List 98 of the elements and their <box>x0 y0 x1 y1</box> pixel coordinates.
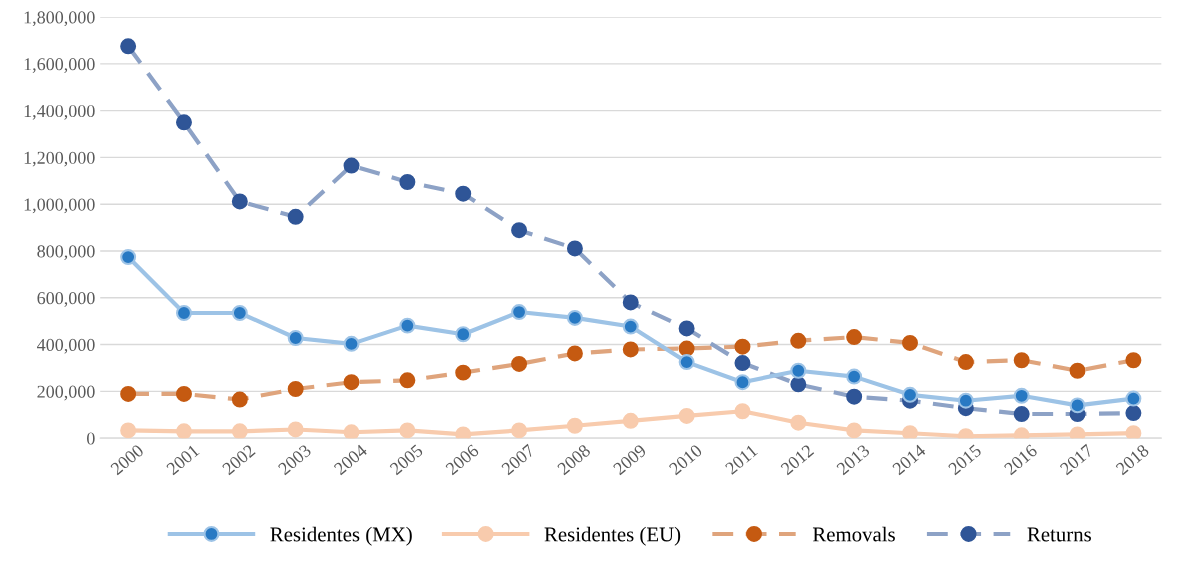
point <box>1069 362 1086 379</box>
point <box>120 385 137 402</box>
point <box>902 425 918 439</box>
point <box>120 38 137 55</box>
y-tick-label: 200,000 <box>37 385 95 401</box>
point <box>1125 390 1142 407</box>
point <box>455 364 472 381</box>
legend-label: Removals <box>812 526 895 542</box>
point <box>511 422 528 439</box>
legend-label: Residentes (EU) <box>544 526 681 546</box>
point <box>287 421 304 438</box>
point <box>622 341 639 358</box>
x-tick-label: 2013 <box>836 443 871 476</box>
point <box>1125 405 1142 422</box>
y-tick-label: 1,200,000 <box>24 151 95 167</box>
x-tick-label: 2011 <box>724 444 759 475</box>
point <box>399 317 416 334</box>
y-tick-label: 1,800,000 <box>24 11 95 27</box>
x-tick-label: 2014 <box>891 443 927 476</box>
point <box>343 424 360 439</box>
x-tick-label: 2002 <box>221 444 256 476</box>
y-tick-label: 0 <box>87 432 95 445</box>
x-tick-label: 2008 <box>556 443 592 476</box>
point <box>790 376 807 393</box>
point <box>1069 426 1086 439</box>
point <box>343 335 360 352</box>
point <box>846 329 863 346</box>
point <box>846 422 863 439</box>
point <box>566 240 583 257</box>
point <box>231 193 248 210</box>
y-tick-label: 1,000,000 <box>24 198 95 214</box>
x-tick-label: 2001 <box>165 444 200 476</box>
point <box>790 332 807 349</box>
point <box>399 422 416 439</box>
point <box>622 412 639 429</box>
point <box>678 320 695 337</box>
point <box>1069 397 1086 414</box>
point <box>734 374 751 391</box>
point <box>399 174 416 190</box>
point <box>622 294 639 311</box>
point <box>287 381 304 397</box>
point <box>343 374 360 391</box>
x-tick-label: 2003 <box>277 443 312 476</box>
point <box>455 326 472 343</box>
legend-label: Residentes (MX) <box>270 526 412 546</box>
point <box>902 334 918 351</box>
point <box>1013 352 1030 369</box>
point <box>957 354 974 371</box>
x-tick-label: 2004 <box>333 443 369 476</box>
point <box>1013 406 1030 423</box>
y-tick-label: 1,600,000 <box>24 58 95 73</box>
y-tick-label: 600,000 <box>37 292 95 307</box>
point <box>734 338 751 355</box>
point <box>176 385 192 402</box>
point <box>287 208 304 225</box>
point <box>734 403 751 420</box>
x-tick-label: 2009 <box>612 443 647 476</box>
point <box>511 222 528 239</box>
point <box>1013 387 1030 404</box>
point <box>566 309 583 326</box>
point <box>790 362 807 379</box>
point <box>566 417 583 434</box>
point <box>176 423 192 439</box>
point <box>678 340 695 357</box>
point <box>399 372 416 389</box>
legend-label: Returns <box>1027 527 1091 542</box>
point <box>622 318 639 335</box>
y-tick-label: 800,000 <box>37 245 95 261</box>
point <box>287 330 304 346</box>
point <box>231 423 248 439</box>
point <box>1125 352 1142 369</box>
point <box>1125 425 1142 439</box>
point <box>120 422 137 439</box>
x-tick-label: 2018 <box>1115 443 1150 476</box>
point <box>734 355 751 372</box>
point <box>120 249 137 266</box>
y-tick-label: 1,400,000 <box>24 104 95 120</box>
point <box>790 414 807 431</box>
point <box>231 305 248 321</box>
point <box>957 392 974 409</box>
point <box>343 157 360 174</box>
point <box>231 391 248 408</box>
point <box>902 386 918 403</box>
point <box>846 388 863 405</box>
x-tick-label: 2000 <box>109 443 145 476</box>
point <box>455 185 472 202</box>
point <box>511 355 528 372</box>
x-tick-label: 2010 <box>668 443 703 476</box>
point <box>511 304 528 321</box>
point <box>678 354 695 371</box>
x-tick-label: 2012 <box>780 444 815 476</box>
point <box>176 305 192 321</box>
y-tick-label: 400,000 <box>37 338 95 354</box>
point <box>678 407 695 424</box>
point <box>846 368 863 385</box>
point <box>176 114 192 131</box>
point <box>566 345 583 362</box>
point <box>455 426 472 439</box>
